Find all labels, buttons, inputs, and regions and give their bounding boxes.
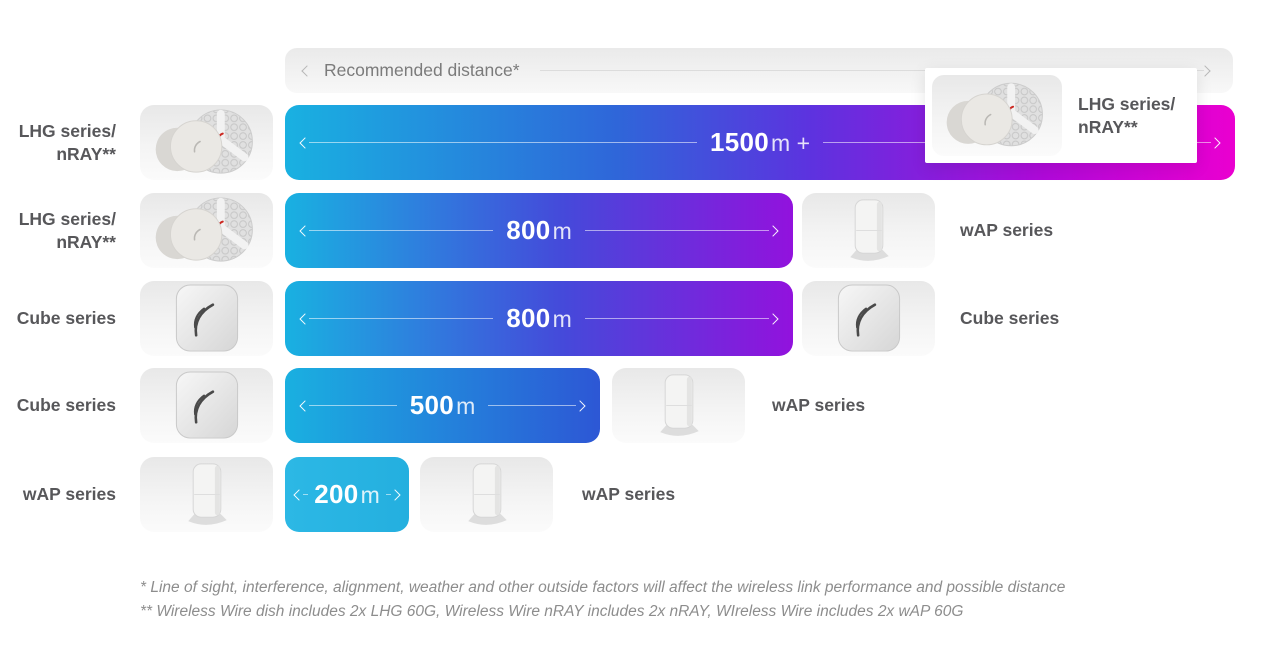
left-device-label: wAP series — [0, 457, 116, 532]
chevron-left-icon — [301, 64, 313, 77]
distance-number: 500 — [409, 390, 455, 420]
label-line: wAP series — [22, 484, 116, 504]
lhg-dish-antenna-image — [932, 75, 1062, 156]
label-line: nRAY** — [56, 143, 116, 164]
distance-unit: m — [360, 482, 380, 508]
distance-unit: m — [456, 393, 476, 419]
label-line: Cube series — [16, 395, 116, 415]
arrow-line — [584, 317, 770, 320]
arrow-right-icon — [767, 224, 779, 237]
arrow-right-icon — [1209, 136, 1221, 149]
header-title: Recommended distance* — [324, 60, 520, 80]
distance-value: 800 m — [506, 215, 571, 246]
distance-unit: m — [552, 218, 572, 244]
chevron-right-icon — [1199, 64, 1211, 77]
distance-value: 800 m — [506, 303, 571, 334]
left-device-label: Cube series — [0, 281, 116, 356]
distance-row: Cube series 800 m Cube series — [0, 281, 1275, 356]
overlay-device-label: LHG series/ nRAY** — [1078, 93, 1175, 139]
distance-number: 800 — [506, 303, 551, 333]
arrow-line — [303, 493, 309, 496]
arrow-line — [584, 229, 770, 232]
lhg-dish-antenna-icon — [140, 105, 273, 180]
arrow-left-icon — [299, 399, 311, 412]
arrow-line — [488, 404, 577, 407]
arrow-line — [309, 317, 494, 320]
distance-row: LHG series/ nRAY** 800 m wAP series — [0, 193, 1275, 268]
distance-unit: m — [552, 306, 572, 332]
lhg-dish-antenna-icon — [932, 75, 1062, 156]
distance-row: Cube series 500 m wAP series — [0, 368, 1275, 443]
distance-bar-800m: 800 m — [285, 281, 793, 356]
distance-value: 200 m — [314, 479, 379, 510]
wap-access-point-icon — [420, 457, 553, 532]
distance-bar-500m: 500 m — [285, 368, 600, 443]
arrow-right-icon — [574, 399, 586, 412]
wap-access-point-image — [140, 457, 273, 532]
left-device-label: Cube series — [0, 368, 116, 443]
wap-access-point-image — [420, 457, 553, 532]
arrow-right-icon — [767, 312, 779, 325]
right-device-label: Cube series — [960, 308, 1060, 328]
arrow-left-icon — [299, 312, 311, 325]
footnotes: * Line of sight, interference, alignment… — [140, 576, 1065, 624]
label-line: Cube series — [16, 308, 116, 328]
arrow-left-icon — [299, 136, 311, 149]
label-line: nRAY** — [1078, 116, 1138, 137]
distance-row: wAP series 200 m wAP series — [0, 457, 1275, 532]
wap-access-point-image — [802, 193, 935, 268]
label-line: LHG series/ — [18, 120, 116, 141]
label-line: LHG series/ — [1078, 93, 1176, 114]
arrow-left-icon — [299, 224, 311, 237]
distance-value: 500 m — [410, 390, 475, 421]
distance-value: 1500 m + — [710, 127, 810, 158]
arrow-left-icon — [293, 488, 305, 501]
wap-access-point-icon — [140, 457, 273, 532]
label-line: nRAY** — [56, 231, 116, 252]
right-device-label: wAP series — [582, 484, 676, 504]
footnote-line-2: ** Wireless Wire dish includes 2x LHG 60… — [140, 603, 964, 620]
wap-access-point-image — [612, 368, 745, 443]
right-device-label: wAP series — [960, 220, 1054, 240]
distance-number: 800 — [506, 215, 551, 245]
left-device-label: LHG series/ nRAY** — [0, 193, 116, 268]
arrow-line — [309, 229, 494, 232]
cube-antenna-image — [802, 281, 935, 356]
distance-number: 1500 — [709, 127, 770, 157]
label-line: LHG series/ — [18, 208, 116, 229]
left-device-label: LHG series/ nRAY** — [0, 105, 116, 180]
lhg-series-overlay-card: LHG series/ nRAY** — [925, 68, 1197, 163]
cube-antenna-image — [140, 368, 273, 443]
arrow-right-icon — [389, 488, 401, 501]
distance-bar-200m: 200 m — [285, 457, 409, 532]
lhg-dish-antenna-image — [140, 105, 273, 180]
right-device-label: wAP series — [772, 395, 866, 415]
arrow-line — [309, 141, 697, 144]
cube-antenna-image — [140, 281, 273, 356]
wap-access-point-icon — [612, 368, 745, 443]
distance-unit: m + — [771, 130, 811, 156]
cube-antenna-icon — [140, 368, 273, 443]
lhg-dish-antenna-image — [140, 193, 273, 268]
cube-antenna-icon — [140, 281, 273, 356]
lhg-dish-antenna-icon — [140, 193, 273, 268]
arrow-line — [309, 404, 397, 407]
distance-bar-800m: 800 m — [285, 193, 793, 268]
distance-number: 200 — [314, 479, 359, 509]
cube-antenna-icon — [802, 281, 935, 356]
wap-access-point-icon — [802, 193, 935, 268]
arrow-line — [385, 493, 392, 496]
distance-axis-line — [539, 70, 1204, 71]
footnote-line-1: * Line of sight, interference, alignment… — [140, 579, 1066, 596]
